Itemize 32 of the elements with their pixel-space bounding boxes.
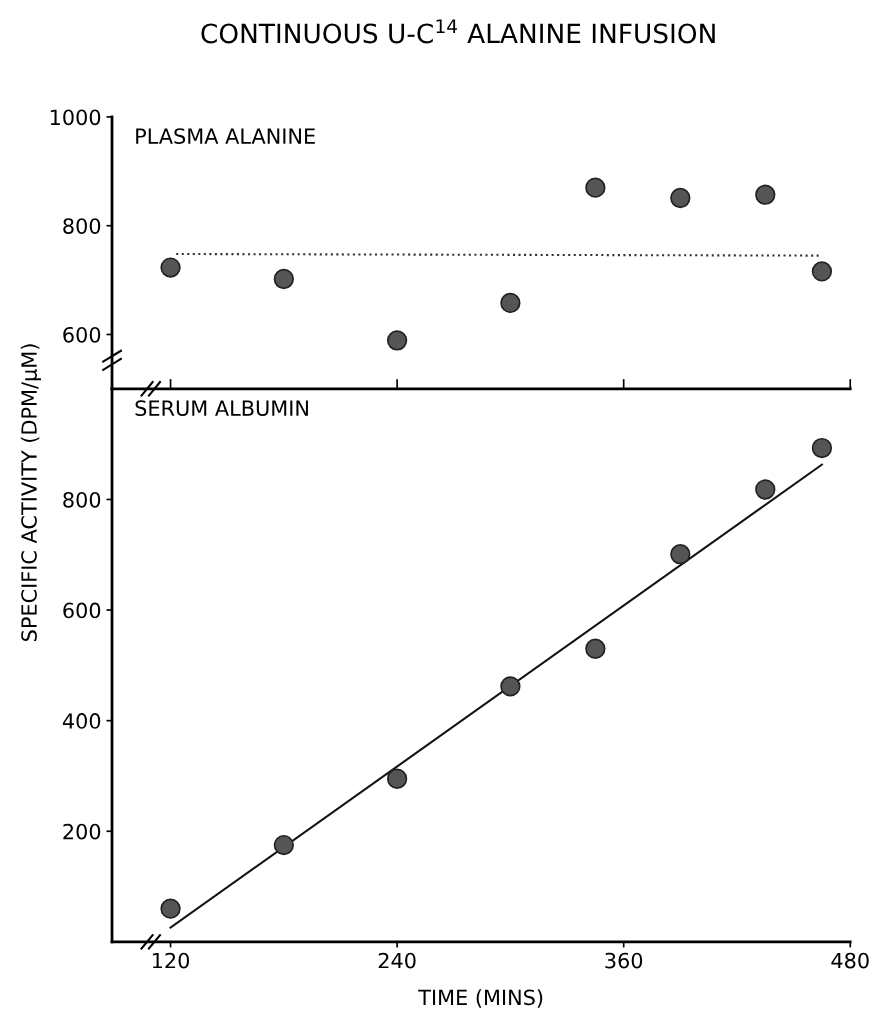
y-tick-label: 800 — [63, 491, 101, 508]
x-tick-label: 240 — [378, 952, 416, 969]
point — [585, 638, 606, 659]
chart-subtitle: PLASMA ALANINE — [136, 128, 315, 144]
point — [755, 184, 776, 205]
point — [670, 544, 691, 565]
point — [811, 437, 833, 459]
point — [585, 177, 606, 198]
point — [500, 676, 521, 697]
y-tick-label: 800 — [63, 218, 101, 234]
chart-subtitle: SERUM ALBUMIN — [135, 400, 308, 417]
point — [811, 261, 833, 282]
point — [670, 187, 691, 209]
chart-title: CONTINUOUS U-C$^{14}$ ALANINE INFUSION — [201, 19, 715, 44]
x-tick-label: 360 — [605, 952, 643, 969]
point — [273, 268, 294, 290]
point — [386, 330, 408, 351]
point — [160, 257, 181, 278]
point — [755, 479, 776, 500]
y-tick-label: 400 — [62, 713, 101, 729]
point — [500, 292, 521, 314]
y-tick-label: 600 — [63, 326, 101, 343]
point — [160, 898, 181, 919]
point — [273, 834, 294, 856]
x-tick-label: 120 — [152, 952, 190, 969]
y-tick-label: 600 — [63, 602, 101, 619]
y-axis-title: SPECIFIC ACTIVITY (DPM/μM) — [20, 344, 41, 642]
y-tick-label: 1000 — [50, 109, 101, 126]
point — [386, 768, 408, 789]
x-tick-label: 480 — [831, 952, 869, 969]
y-tick-label: 200 — [63, 823, 101, 840]
x-axis-title: TIME (MINS) — [418, 989, 543, 1008]
